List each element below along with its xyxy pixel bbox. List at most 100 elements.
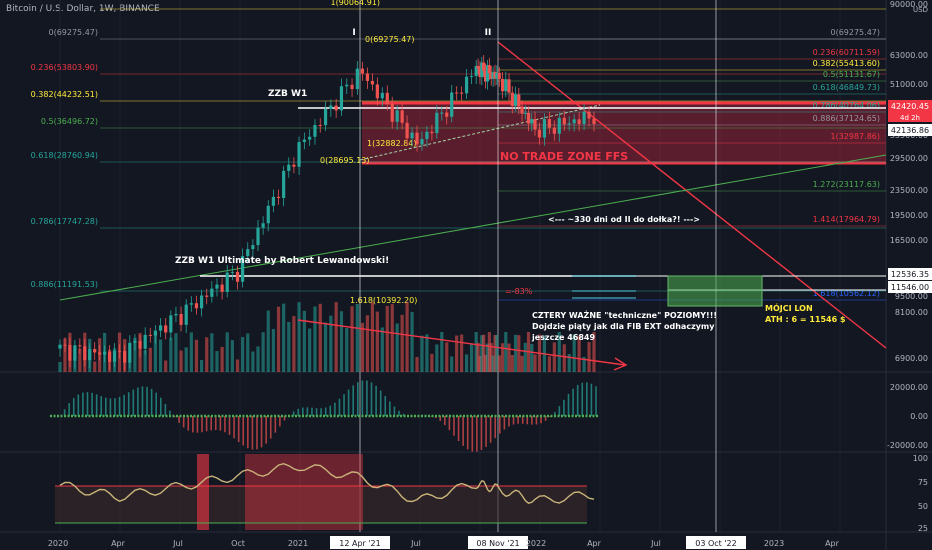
macd-tick: 20000.00 [890, 383, 928, 392]
candle-body [380, 92, 384, 99]
price-level-b: 12536.35 [891, 270, 929, 279]
volume-bar [313, 306, 317, 372]
candle-body [415, 132, 419, 145]
volume-bar [117, 332, 122, 372]
macd-tick: -20000.00 [887, 441, 928, 450]
volume-bar [261, 332, 265, 372]
candle-body [169, 315, 173, 333]
lon-label-2: ATH : 6 = 11546 $ [765, 315, 846, 324]
volume-bar [251, 351, 255, 372]
volume-bar [360, 322, 365, 372]
volume-bar [225, 332, 229, 372]
candle-body [345, 84, 349, 87]
candle-body [557, 117, 561, 134]
volume-bar [390, 304, 394, 372]
time-label: 2021 [288, 539, 308, 548]
candle-body [520, 106, 524, 114]
candle-body [440, 112, 444, 114]
candle-body [500, 78, 505, 92]
volume-bar [210, 333, 214, 372]
fib-right-label: 0.5(51131.67) [823, 70, 880, 79]
candle-body [365, 73, 370, 81]
candle-body [334, 105, 338, 111]
volume-bar [469, 344, 474, 372]
volume-bar [425, 334, 429, 372]
candle-body [469, 75, 474, 77]
rsi-line [59, 462, 595, 504]
volume-bar [297, 302, 301, 372]
candle-body [482, 62, 486, 71]
volume-bar [93, 361, 97, 372]
volume-bar [179, 350, 183, 372]
fib-right-label: 1.414(17964.79) [813, 215, 880, 224]
volume-bar [235, 359, 240, 372]
volume-bar [480, 335, 484, 372]
rsi-ob-zone-2 [245, 454, 363, 530]
volume-bar [334, 302, 338, 372]
candle-body [450, 92, 454, 117]
uptrend-line [59, 154, 887, 301]
volume-bar [83, 332, 87, 372]
price-level-c-box [888, 281, 932, 293]
volume-bar [98, 338, 102, 372]
candle-body [390, 104, 394, 122]
volume-bar [112, 348, 117, 372]
volume-bar [430, 353, 434, 372]
candle-body [537, 129, 542, 138]
candle-body [302, 139, 306, 143]
fib-left-label: 0.5(36496.72) [41, 117, 98, 126]
volume-bar [474, 332, 478, 372]
candle-body [360, 68, 365, 74]
candle-body [582, 111, 586, 124]
candle-body [339, 86, 344, 111]
volume-bar [292, 316, 296, 372]
candle-body [507, 79, 511, 93]
price-level-a-box [888, 124, 932, 136]
fib-right-label: 1(32987.86) [830, 132, 880, 141]
candle-body [199, 295, 204, 309]
candle-body [567, 123, 571, 125]
time-label: Jul [410, 539, 421, 548]
time-label: Apr [111, 539, 126, 548]
time-label: Jul [650, 539, 661, 548]
volume-bar [103, 332, 107, 372]
candle-body [230, 271, 234, 273]
price-level-c: 11546.00 [891, 283, 929, 292]
price-tick: 29500.00 [890, 154, 928, 163]
volume-bar [148, 347, 152, 372]
volume-bar [215, 351, 219, 372]
fib-right-label: 1.618(10562.12) [813, 289, 880, 298]
candle-body [587, 111, 591, 119]
volume-bar [329, 315, 333, 372]
still-label: jeszcze 46849 [531, 333, 595, 342]
candle-body [489, 73, 493, 79]
volume-bar [302, 310, 306, 372]
candle-body [572, 119, 576, 124]
candle-body [287, 164, 291, 171]
volume-bar [517, 335, 521, 372]
volume-bar [282, 303, 286, 372]
candle-body [225, 272, 229, 292]
candle-body [375, 84, 379, 99]
candle-body [350, 84, 354, 90]
volume-bar [345, 327, 349, 372]
candle-body [251, 245, 255, 250]
fib-left-label: 0.886(11191.53) [31, 280, 98, 289]
price-countdown: 4d 2h [900, 114, 920, 122]
volume-bar [493, 335, 497, 372]
volume-bar [68, 332, 72, 372]
candle-body [395, 110, 399, 122]
volume-bar [174, 333, 178, 372]
candle-body [276, 196, 281, 198]
candle-body [476, 66, 480, 69]
peak-one-label: I [352, 28, 355, 38]
volume-bar [582, 356, 586, 372]
candle-body [517, 94, 521, 107]
volume-bar [420, 335, 424, 372]
fib-mid-label: 1(32882.84) [367, 139, 417, 148]
time-label: 2023 [764, 539, 784, 548]
price-tick: 23500.00 [890, 186, 928, 195]
time-label-box [468, 536, 528, 549]
candle-body [400, 110, 404, 123]
